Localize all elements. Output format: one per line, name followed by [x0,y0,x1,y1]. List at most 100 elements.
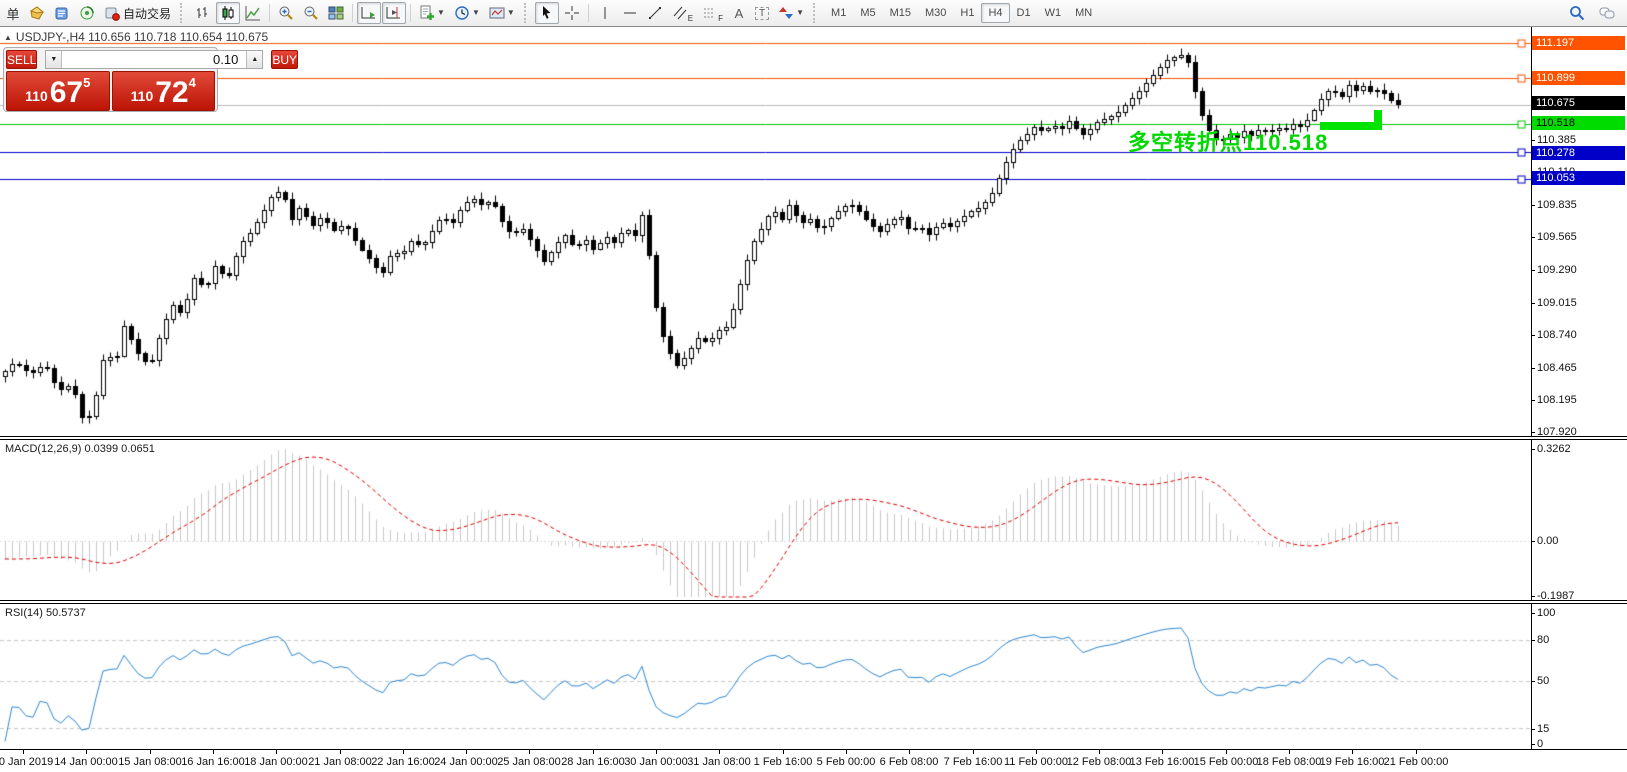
sell-label: SELL [7,52,37,67]
time-tick [86,750,87,754]
arrows-button[interactable]: ▼ [774,2,808,24]
zoom-in-button[interactable] [274,2,298,24]
equidistant-channel-button[interactable]: E [668,2,697,24]
timeframe-button-w1[interactable]: W1 [1044,7,1062,19]
chevron-down-icon: ▼ [471,8,480,17]
crosshair-icon [564,6,579,20]
cursor-icon [542,6,551,19]
chart-shift-button[interactable] [382,2,407,24]
autotrading-button[interactable]: 自动交易 [100,2,175,24]
toolbar-separator [410,4,412,22]
macd-canvas[interactable] [0,441,1531,600]
search-icon [1570,6,1585,21]
time-tick-label: 24 Jan 00:00 [434,756,498,768]
text-button[interactable]: A [728,2,750,24]
templates-button[interactable]: ▼ [485,2,519,24]
toolbar-grip [180,3,187,23]
time-tick [973,750,974,754]
time-tick-label: 18 Jan 00:00 [244,756,308,768]
text-label-button[interactable]: T [751,2,773,24]
time-tick-label: 15 Jan 08:00 [118,756,182,768]
chart-candles-button[interactable] [216,2,241,24]
autoscroll-button[interactable] [357,2,382,24]
price-tick-label: 108.740 [1531,329,1577,342]
buy-label: BUY [272,52,298,67]
signal-radar-button[interactable] [75,2,99,24]
time-tick-label: 10 Jan 2019 [0,756,54,768]
rsi-name: RSI(14) [5,607,43,619]
rsi-canvas[interactable] [0,604,1531,749]
chart-shift-icon [386,7,401,19]
time-tick-label: 21 Jan 08:00 [308,756,372,768]
sell-button[interactable]: SELL [6,50,38,69]
trendline-button[interactable] [643,2,667,24]
time-tick [403,750,404,754]
time-tick-label: 12 Feb 08:00 [1066,756,1132,768]
crosshair-button[interactable] [560,2,584,24]
indicators-button[interactable]: ▼ [415,2,449,24]
pane-separator[interactable] [0,436,1627,440]
signal-radar-icon [80,6,94,20]
spinner-down-icon: ▼ [50,56,58,63]
horizontal-line-button[interactable] [618,2,642,24]
pane-separator[interactable] [0,600,1627,604]
time-tick [783,750,784,754]
toolbar-grip [813,3,820,23]
gold-badge-button[interactable] [25,2,49,24]
price-axis-line [1531,27,1532,750]
timeframe-button-m1[interactable]: M1 [831,7,847,19]
time-tick-label: 16 Jan 16:00 [181,756,245,768]
rsi-tick-label: 50 [1531,675,1549,688]
timeframe-button-d1[interactable]: D1 [1016,7,1031,19]
buy-price-button[interactable]: 110 72 4 [111,71,215,111]
volume-input[interactable] [62,51,247,68]
cloud-doc-button[interactable] [50,2,74,24]
time-tick [1099,750,1100,754]
gold-badge-icon [29,6,45,20]
price-chart-pane [0,27,1627,437]
timeframe-button-h4[interactable]: H4 [981,3,1010,23]
timeframe-button-m30[interactable]: M30 [925,7,947,19]
one-click-trade-panel: SELL ▼ ▲ BUY 110 67 5 110 72 4 [3,47,299,112]
time-tick [466,750,467,754]
price-chart-canvas[interactable] [0,27,1531,437]
timeframe-button-h1[interactable]: H1 [960,7,975,19]
time-tick [23,750,24,754]
time-tick-label: 15 Feb 00:00 [1193,756,1259,768]
toolbar-grip [523,3,531,23]
time-tick-label: 25 Jan 08:00 [497,756,561,768]
chart-line-button[interactable] [241,2,265,24]
green-base-marker-riser [1374,110,1382,124]
macd-name: MACD(12,26,9) [5,443,82,455]
line-chart-icon [245,6,261,21]
timeframe-button-m15[interactable]: M15 [889,7,912,19]
sell-price-button[interactable]: 110 67 5 [6,71,110,111]
cursor-button[interactable] [534,2,559,24]
new-order-button[interactable]: 单 [2,2,24,24]
green-base-marker [1320,122,1382,130]
timeframe-button-mn[interactable]: MN [1075,7,1093,19]
chart-bars-button[interactable] [191,2,215,24]
tile-windows-button[interactable] [324,2,348,24]
trendline-icon [648,7,661,19]
zoom-out-button[interactable] [299,2,323,24]
time-tick [656,750,657,754]
price-line-label: 110.518 [1532,116,1625,130]
vertical-line-button[interactable] [593,2,617,24]
chevron-down-icon: ▼ [437,8,445,17]
chat-button[interactable] [1595,2,1619,24]
macd-pane [0,441,1627,600]
volume-decrease-button[interactable]: ▼ [46,51,63,68]
rsi-tick-label: 0 [1531,738,1543,751]
fibonacci-icon [704,8,715,18]
timeframe-button-m5[interactable]: M5 [860,7,876,19]
periods-button[interactable]: ▼ [450,2,484,24]
search-button[interactable] [1565,2,1589,24]
fibonacci-button[interactable]: F [698,2,727,24]
buy-button[interactable]: BUY [271,50,299,69]
rsi-tick-label: 15 [1531,723,1549,736]
volume-increase-button[interactable]: ▲ [246,51,263,68]
chevron-down-icon: ▼ [506,8,515,17]
